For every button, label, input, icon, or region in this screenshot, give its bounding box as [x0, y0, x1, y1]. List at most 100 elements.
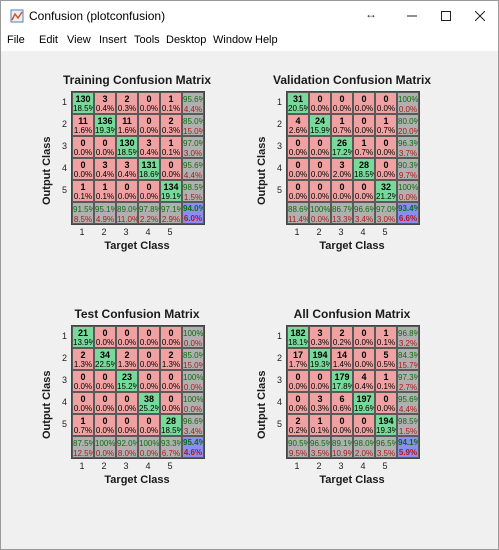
matrix-cell-correct: 134 19.1% [160, 180, 182, 202]
column-summary-cell: 96.6% 3.4% [353, 202, 375, 224]
cell-percent: 8.0% [117, 449, 137, 458]
cell-value: 1 [383, 328, 389, 338]
cell-value: 0 [80, 138, 86, 148]
matrix-title: Validation Confusion Matrix [272, 73, 431, 87]
matrix-cell-incorrect: 5 0.5% [375, 348, 397, 370]
cell-value: 80.0% [398, 117, 419, 126]
x-tick-label: 4 [145, 227, 151, 237]
close-button[interactable] [463, 1, 497, 31]
cell-percent: 3.0% [183, 149, 203, 158]
cell-value: 28 [358, 160, 369, 170]
cell-value: 100% [183, 373, 204, 382]
cell-percent: 0.0% [95, 404, 115, 413]
y-tick-label: 1 [61, 97, 67, 107]
menu-help[interactable]: Help [255, 34, 278, 46]
cell-percent: 2.0% [354, 449, 374, 458]
cell-percent: 0.0% [288, 404, 308, 413]
cell-value: 0 [124, 182, 130, 192]
cell-value: 95.1% [95, 205, 116, 214]
cell-percent: 0.0% [161, 382, 181, 391]
cell-value: 2 [124, 94, 130, 104]
cell-value: 0 [146, 350, 152, 360]
y-tick-label: 2 [61, 119, 67, 129]
matrix-cell-incorrect: 3 0.4% [116, 158, 138, 180]
cell-percent: 20.0% [398, 127, 419, 136]
matrix-cell-correct: 197 19.6% [353, 392, 375, 414]
cell-percent: 0.0% [117, 192, 137, 201]
menu-desktop[interactable]: Desktop [166, 34, 207, 46]
matrix-title: Training Confusion Matrix [62, 73, 211, 87]
title-bar[interactable]: Confusion (plotconfusion) ↔ [1, 1, 498, 31]
cell-value: 2 [295, 416, 301, 426]
cell-percent: 19.1% [161, 192, 182, 201]
matrix-cell-incorrect: 4 2.6% [287, 114, 309, 136]
row-summary-cell: 95.6% 4.4% [397, 392, 419, 414]
cell-percent: 0.6% [332, 404, 352, 413]
matrix-cell-incorrect: 1 0.1% [309, 414, 331, 436]
menu-tools[interactable]: Tools [134, 34, 160, 46]
cell-percent: 5.9% [398, 448, 418, 457]
cell-value: 96.3% [398, 139, 419, 148]
cell-value: 130 [75, 94, 91, 104]
menu-insert[interactable]: Insert [99, 34, 127, 46]
cell-percent: 0.0% [139, 104, 159, 113]
cell-percent: 4.4% [183, 171, 203, 180]
cell-percent: 0.0% [139, 426, 159, 435]
menu-view[interactable]: View [67, 34, 91, 46]
column-summary-cell: 91.5% 8.5% [72, 202, 94, 224]
cell-percent: 11.0% [117, 215, 138, 224]
cell-value: 97.3% [398, 373, 419, 382]
cell-value: 0 [168, 328, 174, 338]
cell-percent: 6.6% [398, 214, 418, 223]
cell-value: 1 [383, 372, 389, 382]
cell-percent: 6.7% [161, 449, 181, 458]
cell-value: 98.0% [354, 439, 375, 448]
cell-value: 2 [124, 350, 130, 360]
row-summary-cell: 98.5% 1.5% [182, 180, 204, 202]
matrix-grid: 21 13.9% 0 0.0% 0 0.0% 0 0.0% 0 0.0% 100% 0.0% 2 1.3%… [71, 325, 205, 459]
cell-value: 0 [80, 394, 86, 404]
cell-percent: 0.0% [73, 148, 93, 157]
cell-value: 0 [383, 394, 389, 404]
cell-percent: 0.0% [398, 105, 418, 114]
x-tick-label: 2 [101, 461, 107, 471]
menu-file[interactable]: File [7, 34, 25, 46]
cell-value: 100% [139, 439, 160, 448]
matrix-cell-incorrect: 0 0.0% [72, 392, 94, 414]
minimize-button[interactable] [395, 1, 429, 31]
x-tick-label: 1 [79, 461, 85, 471]
column-summary-cell: 96.5% 3.5% [309, 436, 331, 458]
minimize-icon [407, 15, 417, 17]
matrix-cell-incorrect: 3 0.3% [309, 392, 331, 414]
row-summary-cell: 96.8% 3.2% [397, 326, 419, 348]
matrix-cell-incorrect: 0 0.0% [287, 392, 309, 414]
cell-value: 1 [317, 416, 323, 426]
cell-percent: 0.1% [95, 192, 115, 201]
menu-window[interactable]: Window [213, 34, 253, 46]
cell-value: 1 [168, 94, 174, 104]
cell-value: 0 [317, 138, 323, 148]
cell-value: 136 [97, 116, 113, 126]
cell-percent: 18.1% [288, 338, 309, 347]
y-axis-label: Output Class [41, 370, 53, 439]
resize-arrows-icon[interactable]: ↔ [365, 7, 377, 21]
cell-percent: 6.0% [183, 214, 203, 223]
cell-percent: 11.4% [288, 215, 309, 224]
matrix-cell-correct: 38 25.2% [138, 392, 160, 414]
x-tick-label: 1 [79, 227, 85, 237]
cell-value: 0 [168, 372, 174, 382]
cell-value: 85.0% [183, 117, 204, 126]
cell-value: 96.5% [376, 439, 397, 448]
maximize-button[interactable] [429, 1, 463, 31]
cell-percent: 0.1% [161, 104, 181, 113]
matrix-cell-incorrect: 0 0.0% [138, 180, 160, 202]
matrix-grid: 130 18.5% 3 0.4% 2 0.3% 0 0.0% 1 0.1% 95.6% 4.4% 11 1… [71, 91, 205, 225]
cell-percent: 2.9% [161, 215, 181, 224]
column-summary-cell: 88.6% 11.4% [287, 202, 309, 224]
menu-edit[interactable]: Edit [39, 34, 58, 46]
cell-value: 96.8% [398, 329, 419, 338]
matrix-cell-incorrect: 0 0.0% [353, 348, 375, 370]
cell-value: 0 [317, 182, 323, 192]
x-tick-label: 4 [145, 461, 151, 471]
cell-percent: 0.0% [354, 338, 374, 347]
